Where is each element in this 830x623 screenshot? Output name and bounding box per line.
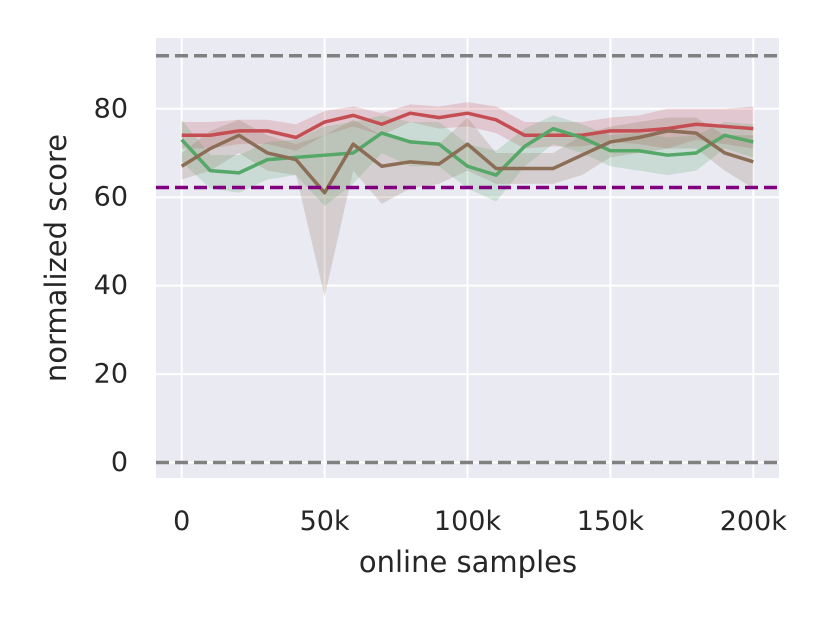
x-axis-label: online samples <box>359 545 577 579</box>
y-tick-label: 20 <box>94 359 128 390</box>
y-tick-label: 60 <box>94 182 128 213</box>
x-tick-label: 100k <box>434 506 502 537</box>
series-band-2 <box>181 115 754 207</box>
series-line-1 <box>181 111 754 140</box>
series-line-2 <box>180 126 754 177</box>
y-tick-label: 40 <box>94 270 128 301</box>
series-line-3 <box>180 129 754 195</box>
x-tick-labels: 0 50k 100k 150k 200k <box>173 506 787 537</box>
x-tick-label: 0 <box>173 506 190 537</box>
y-tick-labels: 0 20 40 60 80 <box>94 93 128 478</box>
y-axis-label: normalized score <box>39 134 73 382</box>
confidence-bands <box>181 102 754 297</box>
series-band-3 <box>181 117 754 297</box>
reference-lines <box>156 53 779 465</box>
y-tick-label: 80 <box>94 93 128 124</box>
x-tick-label: 50k <box>300 506 350 537</box>
x-tick-label: 150k <box>577 506 645 537</box>
y-tick-label: 0 <box>111 447 128 478</box>
series-band-1 <box>181 102 754 151</box>
series-lines <box>180 111 754 195</box>
x-tick-label: 200k <box>720 506 788 537</box>
